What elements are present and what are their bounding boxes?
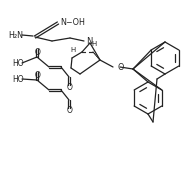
Text: H: H	[71, 47, 76, 53]
Text: O: O	[67, 105, 73, 114]
Text: H: H	[91, 41, 96, 47]
Text: O: O	[35, 48, 41, 57]
Text: N−OH: N−OH	[60, 17, 85, 26]
Text: O: O	[117, 62, 123, 71]
Text: HO: HO	[12, 58, 24, 68]
Text: H₂N: H₂N	[8, 30, 23, 39]
Text: N: N	[86, 37, 92, 46]
Text: HO: HO	[12, 75, 24, 84]
Text: O: O	[35, 71, 41, 80]
Text: O: O	[67, 82, 73, 91]
